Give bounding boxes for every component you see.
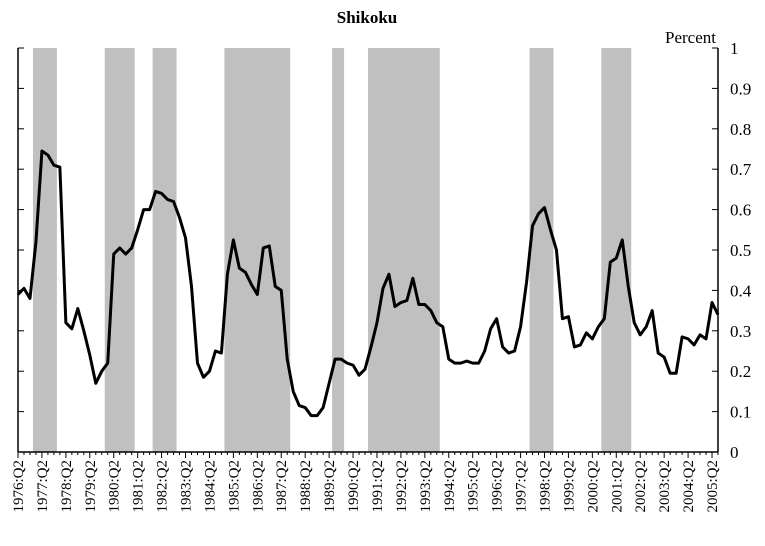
y-tick-label: 0.5: [730, 241, 751, 260]
y-tick-label: 0.4: [730, 281, 752, 300]
x-tick-label: 1978:Q2: [59, 460, 75, 513]
x-tick-label: 1986:Q2: [250, 460, 266, 513]
x-tick-label: 2003:Q2: [657, 460, 673, 513]
shaded-period: [332, 48, 345, 452]
chart-title: Shikoku: [337, 8, 398, 27]
axis-ticks: 0 0.1 0.2 0.3 0.4 0.5 0.6 0.7 0.8 0.9 1 1976:Q2 1977…: [11, 39, 752, 513]
x-tick-label: 1985:Q2: [226, 460, 242, 513]
y-tick-label: 1: [730, 39, 739, 58]
x-tick-label: 1987:Q2: [274, 460, 290, 513]
x-tick-label: 1997:Q2: [514, 460, 530, 513]
x-tick-label: 1982:Q2: [155, 460, 171, 513]
x-tick-label: 1993:Q2: [418, 460, 434, 513]
shaded-periods: [32, 48, 632, 452]
shaded-period: [152, 48, 177, 452]
x-tick-label: 1999:Q2: [561, 460, 577, 513]
x-tick-label: 1994:Q2: [442, 460, 458, 513]
y-tick-label: 0.9: [730, 79, 751, 98]
x-tick-label: 2000:Q2: [585, 460, 601, 513]
y-tick-label: 0.8: [730, 120, 751, 139]
y-tick-label: 0: [730, 443, 739, 462]
series-group: [16, 149, 720, 418]
shaded-period: [368, 48, 440, 452]
x-tick-label: 1988:Q2: [298, 460, 314, 513]
x-tick-label: 2001:Q2: [609, 460, 625, 513]
y-tick-label: 0.6: [730, 201, 751, 220]
x-tick-label: 1990:Q2: [346, 460, 362, 513]
x-tick-label: 2004:Q2: [681, 460, 697, 513]
y-tick-label: 0.7: [730, 160, 752, 179]
x-tick-label: 1998:Q2: [537, 460, 553, 513]
y-axis-unit-label: Percent: [665, 28, 716, 47]
shaded-period: [32, 48, 57, 452]
y-tick-label: 0.1: [730, 403, 751, 422]
shaded-period: [529, 48, 554, 452]
x-tick-label: 2005:Q2: [705, 460, 721, 513]
x-tick-label: 1989:Q2: [322, 460, 338, 513]
x-tick-label: 1991:Q2: [370, 460, 386, 513]
x-tick-label: 1984:Q2: [202, 460, 218, 513]
shaded-period: [601, 48, 632, 452]
x-tick-label: 1977:Q2: [35, 460, 51, 513]
x-tick-label: 1981:Q2: [131, 460, 147, 513]
x-tick-label: 1983:Q2: [179, 460, 195, 513]
x-tick-label: 1992:Q2: [394, 460, 410, 513]
x-tick-label: 1995:Q2: [466, 460, 482, 513]
x-tick-label: 1980:Q2: [107, 460, 123, 513]
x-tick-label: 1976:Q2: [11, 460, 27, 513]
y-tick-label: 0.2: [730, 362, 751, 381]
x-tick-label: 2002:Q2: [633, 460, 649, 513]
x-tick-label: 1996:Q2: [490, 460, 506, 513]
y-tick-label: 0.3: [730, 322, 751, 341]
x-tick-label: 1979:Q2: [83, 460, 99, 513]
series-line: [16, 149, 720, 418]
